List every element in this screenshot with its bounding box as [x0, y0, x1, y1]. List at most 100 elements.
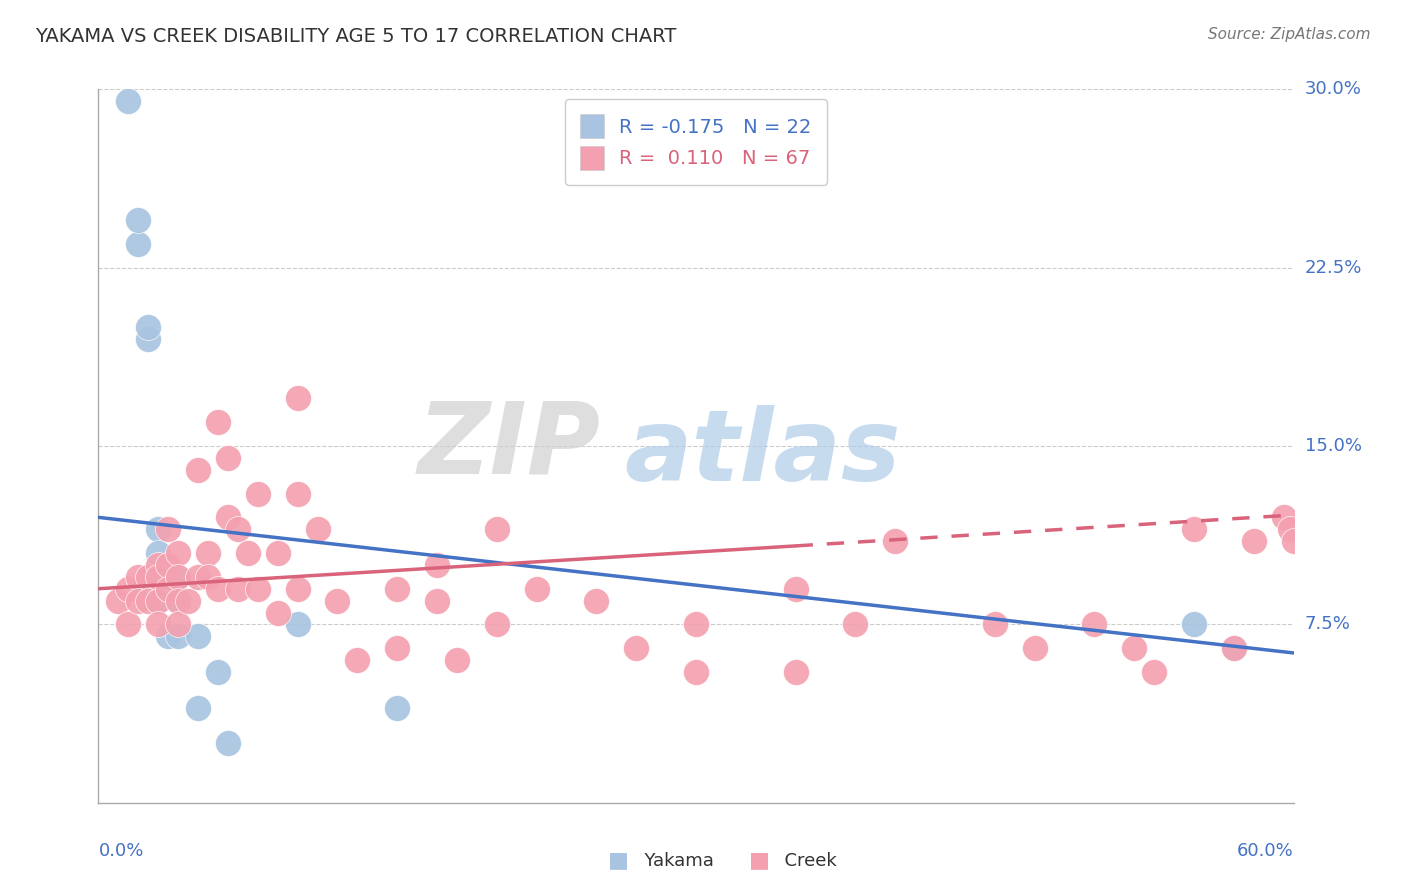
Point — [1282, 534, 1305, 549]
Point — [226, 582, 249, 596]
Point — [246, 486, 269, 500]
Point — [217, 736, 239, 750]
Point — [148, 570, 170, 584]
Text: 15.0%: 15.0% — [1305, 437, 1361, 455]
Text: ZIP: ZIP — [418, 398, 600, 494]
Point — [287, 617, 309, 632]
Point — [884, 534, 907, 549]
Point — [157, 629, 180, 643]
Point — [326, 593, 349, 607]
Point — [157, 558, 180, 572]
Point — [167, 617, 190, 632]
Point — [1278, 522, 1301, 536]
Point — [187, 700, 209, 714]
Point — [107, 593, 129, 607]
Point — [157, 522, 180, 536]
Point — [148, 558, 170, 572]
Point — [148, 546, 170, 560]
Point — [177, 593, 200, 607]
Point — [127, 236, 149, 251]
Point — [685, 617, 707, 632]
Text: YAKAMA VS CREEK DISABILITY AGE 5 TO 17 CORRELATION CHART: YAKAMA VS CREEK DISABILITY AGE 5 TO 17 C… — [35, 27, 676, 45]
Point — [136, 593, 159, 607]
Text: Source: ZipAtlas.com: Source: ZipAtlas.com — [1208, 27, 1371, 42]
Point — [187, 463, 209, 477]
Point — [207, 415, 229, 429]
Point — [187, 570, 209, 584]
Point — [624, 641, 647, 656]
Point — [1222, 641, 1246, 656]
Text: ■: ■ — [749, 850, 769, 870]
Point — [127, 570, 149, 584]
Point — [1123, 641, 1146, 656]
Point — [385, 641, 409, 656]
Point — [785, 582, 807, 596]
Point — [167, 593, 190, 607]
Legend: R = -0.175   N = 22, R =  0.110   N = 67: R = -0.175 N = 22, R = 0.110 N = 67 — [565, 99, 827, 186]
Point — [287, 582, 309, 596]
Point — [197, 546, 219, 560]
Point — [136, 320, 159, 334]
Text: atlas: atlas — [624, 405, 901, 501]
Point — [267, 546, 290, 560]
Point — [167, 593, 190, 607]
Point — [1182, 617, 1205, 632]
Point — [167, 546, 190, 560]
Point — [136, 570, 159, 584]
Point — [148, 593, 170, 607]
Point — [236, 546, 259, 560]
Text: 7.5%: 7.5% — [1305, 615, 1351, 633]
Point — [1272, 510, 1295, 524]
Point — [385, 582, 409, 596]
Point — [167, 570, 190, 584]
Text: Creek: Creek — [773, 852, 837, 870]
Point — [1143, 665, 1166, 679]
Text: 30.0%: 30.0% — [1305, 80, 1361, 98]
Text: 60.0%: 60.0% — [1237, 842, 1294, 860]
Point — [346, 653, 368, 667]
Point — [1222, 641, 1246, 656]
Point — [187, 629, 209, 643]
Point — [526, 582, 548, 596]
Point — [226, 522, 249, 536]
Point — [287, 392, 309, 406]
Point — [217, 450, 239, 465]
Point — [127, 213, 149, 227]
Point — [148, 593, 170, 607]
Point — [1024, 641, 1046, 656]
Point — [426, 558, 449, 572]
Point — [148, 522, 170, 536]
Point — [167, 629, 190, 643]
Point — [148, 617, 170, 632]
Point — [117, 617, 139, 632]
Point — [585, 593, 607, 607]
Point — [136, 332, 159, 346]
Point — [207, 665, 229, 679]
Point — [385, 700, 409, 714]
Point — [426, 593, 449, 607]
Point — [157, 582, 180, 596]
Point — [485, 522, 508, 536]
Point — [307, 522, 329, 536]
Point — [157, 570, 180, 584]
Point — [167, 570, 190, 584]
Text: 22.5%: 22.5% — [1305, 259, 1362, 277]
Point — [844, 617, 866, 632]
Point — [446, 653, 468, 667]
Point — [1243, 534, 1265, 549]
Point — [267, 606, 290, 620]
Point — [485, 617, 508, 632]
Point — [983, 617, 1005, 632]
Point — [246, 582, 269, 596]
Point — [785, 665, 807, 679]
Point — [685, 665, 707, 679]
Point — [117, 582, 139, 596]
Point — [148, 570, 170, 584]
Text: 0.0%: 0.0% — [98, 842, 143, 860]
Point — [127, 593, 149, 607]
Point — [207, 582, 229, 596]
Point — [1182, 522, 1205, 536]
Point — [1083, 617, 1105, 632]
Point — [287, 486, 309, 500]
Point — [117, 94, 139, 108]
